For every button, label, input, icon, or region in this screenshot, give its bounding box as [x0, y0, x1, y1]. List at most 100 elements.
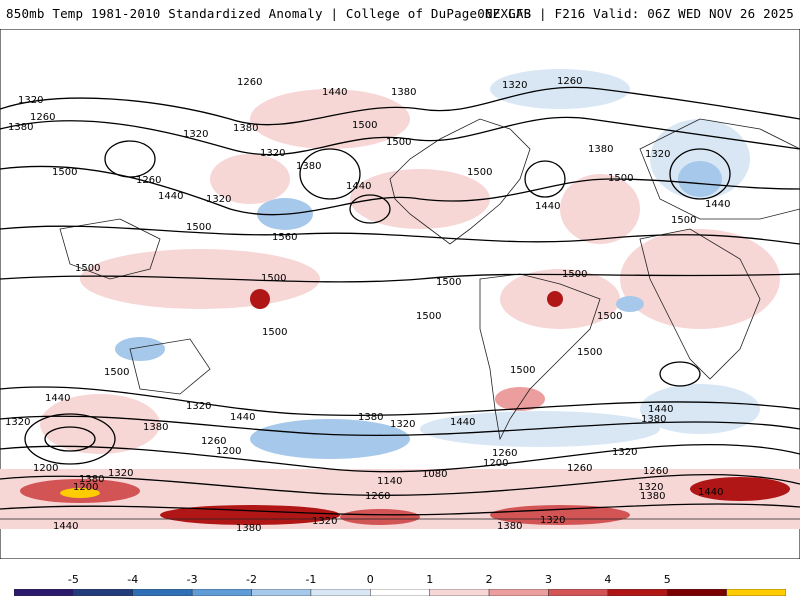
- anomaly-cold-patch: [678, 161, 722, 197]
- contour-label: 1320: [645, 149, 670, 160]
- south-america-outline: [479, 273, 601, 441]
- closed-contour: [44, 426, 96, 452]
- colorbar-swatch: [607, 589, 668, 596]
- contour-label: 1500: [52, 167, 77, 178]
- contour-label: 1320: [108, 468, 133, 479]
- anomaly-warm-patch: [490, 505, 630, 525]
- contour-label: 1440: [53, 521, 78, 532]
- anomaly-warm-patch: [547, 291, 563, 307]
- contour-line: [0, 444, 800, 473]
- contour-label: 1260: [643, 466, 668, 477]
- map-header: 850mb Temp 1981-2010 Standardized Anomal…: [0, 0, 800, 28]
- contour-label: 1320: [260, 148, 285, 159]
- contour-line: [0, 503, 800, 516]
- contour-label: 1320: [186, 401, 211, 412]
- contour-label: 1320: [18, 95, 43, 106]
- contour-line: [0, 386, 800, 416]
- colorbar-swatch: [666, 589, 727, 596]
- map-title: 850mb Temp 1981-2010 Standardized Anomal…: [6, 6, 532, 21]
- model-run-info: 06Z GFS | F216 Valid: 06Z WED NOV 26 202…: [477, 6, 794, 21]
- north-america-outline: [389, 118, 531, 245]
- contour-line: [0, 86, 800, 126]
- anomaly-warm-patch: [620, 229, 780, 329]
- contour-label: 1380: [79, 474, 104, 485]
- colorbar-tick-label: -3: [186, 573, 198, 586]
- contour-label: 1260: [136, 175, 161, 186]
- contour-label: 1500: [352, 120, 377, 131]
- closed-contour: [104, 140, 156, 178]
- contour-label: 1500: [510, 365, 535, 376]
- contour-label: 1440: [535, 201, 560, 212]
- closed-contour: [524, 160, 566, 198]
- height-contours: [0, 86, 800, 516]
- africa-outline: [639, 228, 761, 380]
- contour-label: 1500: [562, 269, 587, 280]
- contour-label: 1380: [233, 123, 258, 134]
- contour-label: 1200: [216, 446, 241, 457]
- contour-label: 1380: [358, 412, 383, 423]
- anomaly-warm-patch: [560, 174, 640, 244]
- colorbar-swatch: [310, 589, 371, 596]
- contour-label: 1260: [237, 77, 262, 88]
- contour-label: 1500: [597, 311, 622, 322]
- contour-label: 1500: [577, 347, 602, 358]
- contour-label: 1440: [450, 417, 475, 428]
- contour-label: 1380: [296, 161, 321, 172]
- contour-label: 1560: [272, 232, 297, 243]
- anomaly-shading: [0, 69, 800, 529]
- anomaly-cold-patch: [115, 337, 165, 361]
- contour-label: 1380: [588, 144, 613, 155]
- anomaly-extreme-patch: [60, 488, 100, 498]
- contour-label: 1440: [322, 87, 347, 98]
- asia-pacific-outline: [59, 218, 161, 280]
- contour-label: 1500: [467, 167, 492, 178]
- contour-label: 1260: [365, 491, 390, 502]
- contour-line: [0, 165, 800, 216]
- colorbar-swatch: [429, 589, 490, 596]
- colorbar-swatch: [191, 589, 252, 596]
- colorbar-tick-label: -5: [67, 573, 79, 586]
- colorbar-strip: [14, 589, 786, 596]
- anomaly-cold-patch: [650, 119, 750, 199]
- contour-label: 1500: [671, 215, 696, 226]
- anomaly-cold-patch: [640, 384, 760, 434]
- colorbar-tick-label: -4: [127, 573, 139, 586]
- contour-label: 1380: [236, 523, 261, 534]
- contour-label: 1380: [641, 414, 666, 425]
- contour-line: [0, 415, 800, 436]
- colorbar-tick-label: -1: [305, 573, 317, 586]
- contour-label: 1440: [45, 393, 70, 404]
- contour-label: 1320: [612, 447, 637, 458]
- colorbar-swatch: [251, 589, 312, 596]
- closed-contour: [669, 148, 731, 200]
- contour-label: 1200: [73, 482, 98, 493]
- contour-label: 1260: [567, 463, 592, 474]
- anomaly-warm-patch: [690, 477, 790, 501]
- contour-label: 1260: [492, 448, 517, 459]
- contour-label: 1320: [638, 482, 663, 493]
- contour-label: 1380: [391, 87, 416, 98]
- contour-label: 1320: [206, 194, 231, 205]
- contour-label: 1500: [104, 367, 129, 378]
- colorbar-swatch: [14, 589, 74, 596]
- colorbar-tick-label: 1: [426, 573, 434, 586]
- contour-label: 1440: [648, 404, 673, 415]
- colorbar-swatch: [726, 589, 786, 596]
- contour-label: 1380: [8, 122, 33, 133]
- anomaly-cold-patch: [490, 69, 630, 109]
- anomaly-warm-patch: [160, 505, 340, 525]
- contour-label: 1440: [346, 181, 371, 192]
- contour-label: 1500: [436, 277, 461, 288]
- contour-label: 1500: [261, 273, 286, 284]
- contour-label: 1500: [608, 173, 633, 184]
- coastlines: [0, 118, 800, 520]
- colorbar-tick-label: 5: [663, 573, 671, 586]
- contour-label: 1320: [312, 516, 337, 527]
- contour-line: [0, 116, 800, 156]
- contour-label: 1260: [201, 436, 226, 447]
- contour-label: 1320: [5, 417, 30, 428]
- colorbar-tick-label: -2: [246, 573, 258, 586]
- colorbar-tick-label: 0: [366, 573, 374, 586]
- contour-label: 1380: [497, 521, 522, 532]
- contour-label: 1380: [640, 491, 665, 502]
